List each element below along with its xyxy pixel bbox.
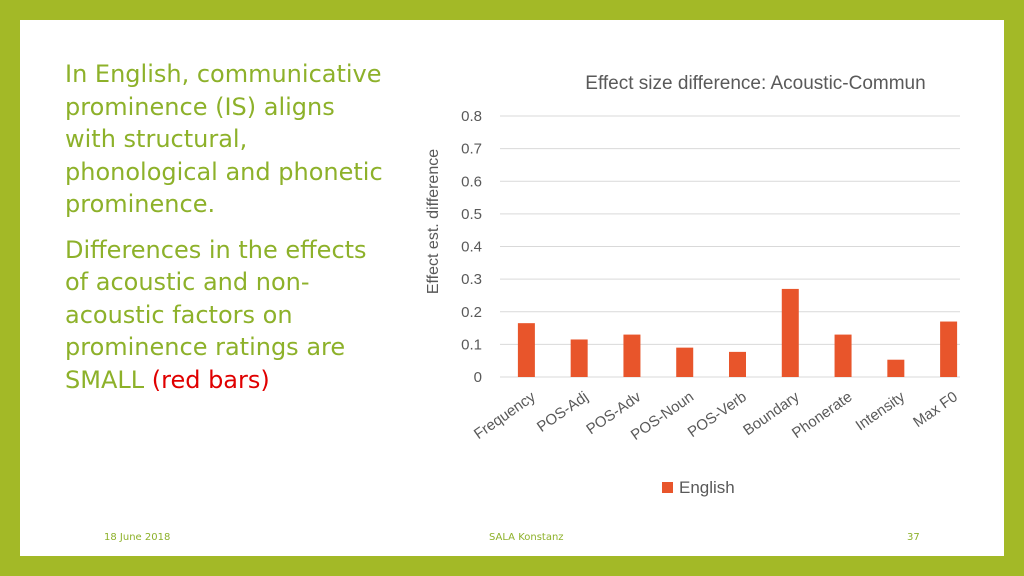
legend-label: English bbox=[679, 478, 735, 497]
bar bbox=[517, 323, 535, 377]
bar bbox=[940, 321, 958, 377]
bar bbox=[570, 339, 588, 377]
y-tick-label: 0.8 bbox=[461, 108, 482, 125]
x-tick-label: Phonerate bbox=[789, 388, 855, 442]
bar bbox=[623, 334, 641, 377]
bar bbox=[676, 347, 694, 377]
chart: Effect size difference: Acoustic-Commun E… bbox=[400, 60, 975, 510]
y-tick-label: 0.1 bbox=[461, 336, 482, 353]
x-tick-label: POS-Adj bbox=[534, 388, 592, 435]
bar-chart-svg: Effect size difference: Acoustic-Commun E… bbox=[425, 73, 975, 497]
x-tick-label: Max F0 bbox=[910, 388, 960, 431]
bar bbox=[729, 351, 746, 377]
slide-body-text: In English, communicative prominence (IS… bbox=[65, 58, 385, 409]
footer-page-number: 37 bbox=[907, 532, 920, 543]
paragraph-1: In English, communicative prominence (IS… bbox=[65, 60, 383, 218]
paragraph-2: Differences in the effects of acoustic a… bbox=[65, 234, 385, 397]
footer-center: SALA Konstanz bbox=[489, 532, 564, 543]
y-axis-label: Effect est. difference bbox=[425, 149, 442, 294]
bar bbox=[834, 334, 852, 377]
bar bbox=[781, 288, 799, 377]
y-tick-label: 0.2 bbox=[461, 304, 482, 321]
paragraph-2-highlight: (red bars) bbox=[151, 365, 270, 394]
y-tick-label: 0.6 bbox=[461, 173, 482, 190]
chart-title: Effect size difference: Acoustic-Commun bbox=[585, 73, 925, 94]
slide: In English, communicative prominence (IS… bbox=[20, 20, 1004, 556]
x-tick-label: Frequency bbox=[471, 388, 539, 443]
bar bbox=[887, 359, 905, 377]
y-tick-label: 0.4 bbox=[461, 239, 482, 256]
y-tick-label: 0 bbox=[474, 369, 482, 386]
paragraph-2-text: Differences in the effects of acoustic a… bbox=[65, 235, 367, 394]
y-tick-label: 0.5 bbox=[461, 206, 482, 223]
legend-swatch bbox=[662, 482, 673, 493]
footer-date: 18 June 2018 bbox=[104, 532, 171, 543]
y-tick-label: 0.7 bbox=[461, 141, 482, 158]
x-tick-label: Intensity bbox=[853, 388, 909, 434]
y-tick-label: 0.3 bbox=[461, 271, 482, 288]
x-tick-label: POS-Verb bbox=[685, 388, 750, 441]
